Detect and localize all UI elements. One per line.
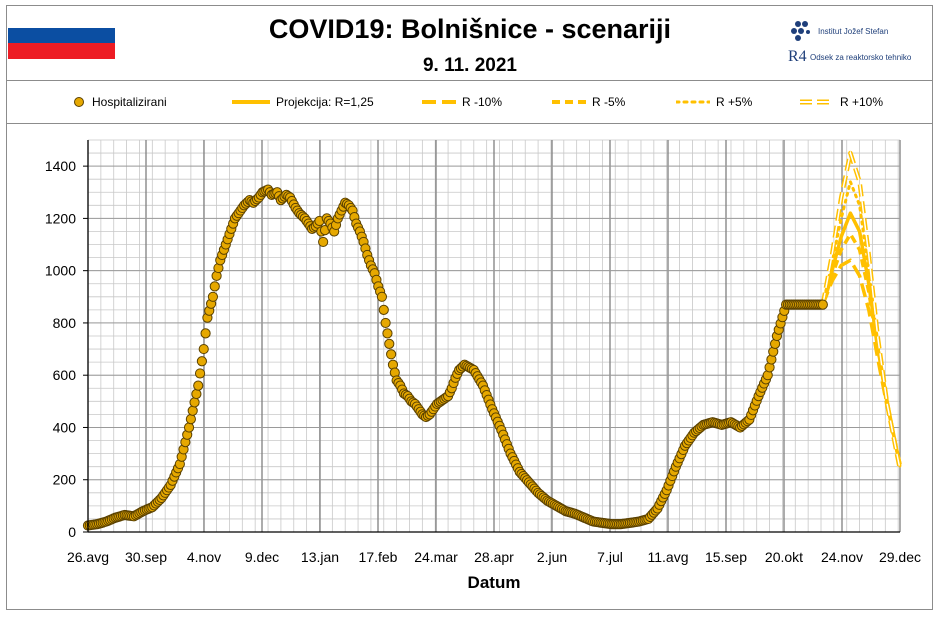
legend-label: R +10%	[840, 95, 884, 109]
legend-dot-icon	[676, 100, 710, 104]
series-line-5	[820, 150, 903, 470]
x-tick-label: 20.okt	[765, 549, 803, 565]
x-tick-label: 13.jan	[301, 549, 339, 565]
x-tick-label: 29.dec	[879, 549, 921, 565]
legend-label: Projekcija: R=1,25	[276, 95, 374, 109]
legend-label: R -5%	[592, 95, 626, 109]
slovenia-flag-icon	[8, 12, 115, 59]
y-tick-label: 1000	[45, 263, 76, 279]
data-point	[817, 299, 828, 310]
legend-label: Hospitalizirani	[92, 95, 167, 109]
header-divider	[6, 80, 933, 81]
chart-frame	[6, 5, 933, 610]
data-point	[187, 405, 198, 416]
legend-r-plus-10: R +10%	[800, 92, 883, 112]
x-tick-label: 24.nov	[821, 549, 863, 565]
x-tick-label: 26.avg	[67, 549, 109, 565]
y-tick-label: 400	[53, 419, 77, 435]
legend-projekcija: Projekcija: R=1,25	[232, 92, 374, 112]
x-tick-label: 11.avg	[648, 549, 689, 565]
data-point	[209, 281, 220, 292]
legend-solid-line-icon	[232, 100, 270, 104]
data-point	[189, 397, 200, 408]
data-point	[384, 338, 395, 349]
ijs-logo-icon	[791, 21, 810, 41]
x-tick-label: 15.sep	[705, 549, 747, 565]
legend-hospitalizirani: Hospitalizirani	[72, 92, 167, 112]
data-point	[196, 356, 208, 367]
data-point	[380, 317, 391, 329]
data-point	[382, 328, 393, 339]
y-tick-label: 800	[53, 315, 77, 331]
data-point	[183, 422, 195, 433]
legend-r-minus-5: R -5%	[552, 92, 625, 112]
x-tick-label: 2.jun	[537, 549, 567, 565]
legend-label: R -10%	[462, 95, 503, 109]
x-tick-label: 28.apr	[474, 549, 514, 565]
data-point	[193, 380, 204, 391]
legend-r-minus-10: R -10%	[422, 92, 502, 112]
data-point	[376, 291, 388, 302]
y-tick-label: 200	[53, 472, 77, 488]
legend-label: R +5%	[716, 95, 753, 109]
legend-r-plus-5: R +5%	[676, 92, 752, 112]
x-tick-label: 30.sep	[125, 549, 167, 565]
x-axis-label: Datum	[468, 573, 521, 592]
ijs-logo-text: Institut Jožef Stefan	[818, 27, 889, 36]
x-tick-label: 17.feb	[359, 549, 398, 565]
legend-long-dash-icon	[422, 100, 456, 104]
r4-logo-text: Odsek za reaktorsko tehniko	[810, 53, 912, 62]
data-point	[194, 368, 206, 379]
legend-double-line-icon	[800, 99, 834, 105]
data-point	[207, 291, 219, 302]
x-tick-label: 4.nov	[187, 549, 221, 565]
x-tick-label: 9.dec	[245, 549, 279, 565]
chart-title: COVID19: Bolnišnice - scenariji	[268, 14, 672, 44]
data-point	[386, 349, 397, 360]
x-tick-label: 24.mar	[414, 549, 458, 565]
legend-marker-circle-icon	[74, 97, 84, 107]
data-point	[378, 304, 389, 315]
y-tick-label: 1400	[45, 158, 76, 174]
series-line-4	[821, 180, 902, 469]
data-point	[318, 236, 329, 248]
r4-logo-mark: R4	[788, 48, 807, 65]
data-point	[185, 414, 196, 425]
data-point	[200, 328, 211, 339]
x-tick-label: 7.jul	[597, 549, 623, 565]
series-line-inner-5	[822, 150, 901, 470]
legend-dash-icon	[552, 100, 586, 104]
legend-divider	[6, 123, 933, 124]
data-point	[198, 343, 209, 355]
data-point	[191, 388, 202, 400]
y-tick-label: 0	[68, 524, 76, 540]
y-tick-label: 600	[53, 367, 77, 383]
y-tick-label: 1200	[45, 210, 76, 226]
chart-date: 9. 11. 2021	[422, 55, 518, 76]
